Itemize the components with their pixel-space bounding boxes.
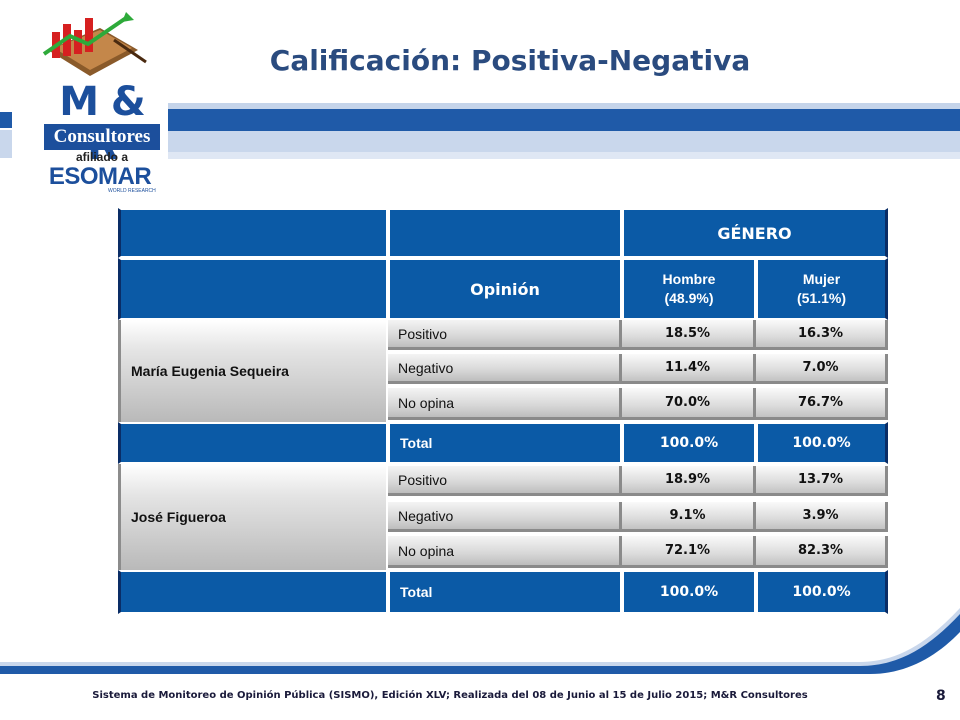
total-mujer-cell: 100.0% bbox=[756, 422, 888, 464]
opinion-cell: Positivo bbox=[388, 466, 622, 496]
header-band-blue bbox=[168, 109, 960, 131]
mujer-value-cell: 76.7% bbox=[756, 388, 888, 420]
total-hombre-cell: 100.0% bbox=[622, 570, 756, 614]
hombre-value-cell: 11.4% bbox=[622, 354, 756, 384]
total-label: Total bbox=[400, 435, 433, 451]
opinion-label: Negativo bbox=[398, 507, 454, 524]
genero-header-label: GÉNERO bbox=[717, 223, 792, 243]
opinion-cell: Negativo bbox=[388, 502, 622, 532]
total-hombre-cell: 100.0% bbox=[622, 422, 756, 464]
total-empty-cell bbox=[118, 570, 388, 614]
total-label-cell: Total bbox=[388, 422, 622, 464]
total-mujer-cell: 100.0% bbox=[756, 570, 888, 614]
mujer-value-cell: 16.3% bbox=[756, 320, 888, 350]
hombre-value-cell: 18.5% bbox=[622, 320, 756, 350]
header-band-left-blue bbox=[0, 112, 12, 128]
hombre-header-pct: (48.9%) bbox=[664, 290, 714, 306]
mr-consultores-logo: M & R Consultores afiliado a ESOMAR WORL… bbox=[30, 10, 160, 194]
hombre-value-cell: 9.1% bbox=[622, 502, 756, 532]
total-mujer-value: 100.0% bbox=[792, 584, 851, 600]
hombre-value-cell: 18.9% bbox=[622, 466, 756, 496]
logo-world-research-text: WORLD RESEARCH bbox=[108, 188, 156, 194]
header-band-light bbox=[168, 103, 960, 109]
logo-esomar-text: ESOMAR bbox=[48, 163, 152, 190]
mujer-header-label: Mujer bbox=[802, 271, 841, 287]
total-label-cell: Total bbox=[388, 570, 622, 614]
hombre-value: 18.9% bbox=[664, 472, 711, 487]
page-title: Calificación: Positiva-Negativa bbox=[269, 44, 751, 77]
total-hombre-value: 100.0% bbox=[659, 584, 719, 600]
opinion-label: Positivo bbox=[398, 325, 448, 342]
logo-afiliado-text: afiliado a bbox=[75, 150, 128, 164]
hombre-value-cell: 70.0% bbox=[622, 388, 756, 420]
total-hombre-value: 100.0% bbox=[659, 435, 719, 451]
mujer-value: 76.7% bbox=[797, 395, 844, 410]
header-empty-cell-3 bbox=[118, 258, 388, 320]
opinion-cell: No opina bbox=[388, 536, 622, 568]
total-label: Total bbox=[400, 584, 433, 600]
hombre-header: Hombre (48.9%) bbox=[622, 258, 756, 320]
opinion-header-label: Opinión bbox=[470, 279, 540, 299]
total-mujer-value: 100.0% bbox=[792, 435, 851, 451]
hombre-value-cell: 72.1% bbox=[622, 536, 756, 568]
opinion-cell: Negativo bbox=[388, 354, 622, 384]
candidate-name: María Eugenia Sequeira bbox=[131, 363, 289, 379]
mujer-header: Mujer (51.1%) bbox=[756, 258, 888, 320]
rating-table: GÉNERO Opinión Hombre (48.9%) Mujer (51.… bbox=[118, 208, 888, 614]
opinion-label: No opina bbox=[398, 542, 455, 559]
mujer-value: 13.7% bbox=[797, 472, 844, 487]
header-empty-cell-1 bbox=[118, 208, 388, 258]
mujer-value-cell: 13.7% bbox=[756, 466, 888, 496]
hombre-value: 70.0% bbox=[664, 395, 711, 410]
mujer-value-cell: 3.9% bbox=[756, 502, 888, 532]
hombre-value: 72.1% bbox=[664, 543, 711, 558]
mujer-value-cell: 82.3% bbox=[756, 536, 888, 568]
footer-swoosh-decoration bbox=[0, 608, 960, 720]
header-band-shadow-light bbox=[168, 152, 960, 159]
hombre-header-label: Hombre bbox=[662, 271, 716, 287]
candidate-name-cell: María Eugenia Sequeira bbox=[118, 320, 388, 422]
header-empty-cell-2 bbox=[388, 208, 622, 258]
genero-header: GÉNERO bbox=[622, 208, 888, 258]
opinion-cell: No opina bbox=[388, 388, 622, 420]
opinion-label: Negativo bbox=[398, 359, 454, 376]
candidate-name-cell: José Figueroa bbox=[118, 464, 388, 570]
hombre-value: 11.4% bbox=[664, 360, 711, 375]
mujer-value: 3.9% bbox=[802, 508, 839, 523]
hombre-value: 9.1% bbox=[669, 508, 706, 523]
mujer-value: 7.0% bbox=[802, 360, 839, 375]
candidate-name: José Figueroa bbox=[131, 509, 226, 525]
mujer-value: 82.3% bbox=[797, 543, 844, 558]
logo-consultores-text: Consultores bbox=[44, 124, 160, 150]
header-band-left-shadow bbox=[0, 130, 12, 158]
hombre-value: 18.5% bbox=[664, 326, 711, 341]
opinion-cell: Positivo bbox=[388, 320, 622, 350]
opinion-header: Opinión bbox=[388, 258, 622, 320]
mujer-value: 16.3% bbox=[797, 326, 844, 341]
total-empty-cell bbox=[118, 422, 388, 464]
mujer-header-pct: (51.1%) bbox=[796, 290, 847, 306]
mujer-value-cell: 7.0% bbox=[756, 354, 888, 384]
footer-source-text: Sistema de Monitoreo de Opinión Pública … bbox=[92, 690, 808, 701]
chart-folder-icon bbox=[42, 12, 147, 76]
opinion-label: No opina bbox=[398, 394, 455, 411]
opinion-label: Positivo bbox=[398, 471, 448, 488]
page-number: 8 bbox=[936, 688, 946, 704]
